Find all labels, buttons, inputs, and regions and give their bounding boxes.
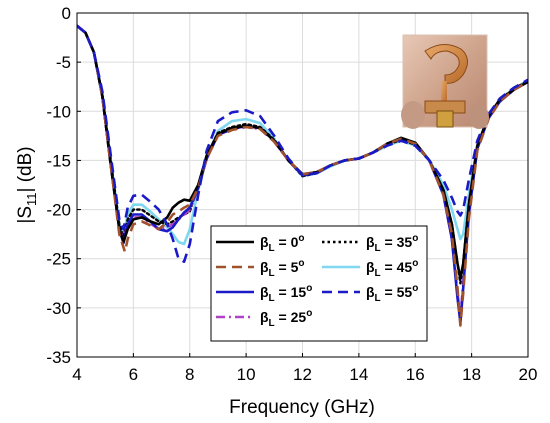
series-line-5 [77,24,528,327]
legend: βL = 0o βL = 5o βL = 15o βL = 25o βL = 35o βL… [210,225,428,342]
y-axis-label-post: | (dB) [15,146,36,192]
x-tick-label: 18 [462,365,481,384]
legend-label-5: βL = 5o [260,258,305,279]
y-axis-label-pre: |S [15,206,36,224]
y-tick-label: -10 [46,102,71,121]
y-tick-label: -15 [46,151,71,170]
y-tick-label: -25 [46,250,71,269]
y-tick-label: -35 [46,348,71,367]
x-tick-label: 6 [129,365,138,384]
legend-box [210,225,428,342]
x-tick-label: 8 [185,365,194,384]
x-tick-label: 10 [237,365,256,384]
series-lines [77,24,528,327]
legend-label-15: βL = 15o [260,283,312,304]
y-axis-label: |S11| (dB) [15,146,39,223]
antenna-photo-inset [401,34,489,129]
legend-label-25: βL = 25o [260,308,312,329]
x-axis-label: Frequency (GHz) [229,397,375,418]
series-line-55 [77,24,528,263]
y-tick-label: -5 [56,53,71,72]
y-tick-label: -30 [46,299,71,318]
x-tick-label: 4 [72,365,81,384]
legend-label-55: βL = 55o [366,283,418,304]
series-line-0 [77,24,528,280]
x-tick-label: 16 [406,365,425,384]
y-tick-label: 0 [62,4,71,23]
legend-label-0: βL = 0o [260,233,305,254]
axis-ticks: 4 6 8 10 12 14 16 18 20 0 -5 -10 -15 -20 -25 -30 -35 [46,4,537,384]
x-tick-label: 20 [519,365,538,384]
legend-label-45: βL = 45o [366,258,418,279]
x-tick-label: 14 [349,365,368,384]
series-line-45 [77,24,528,246]
y-axis-label-sub: 11 [24,193,39,207]
y-tick-label: -20 [46,201,71,220]
legend-label-35: βL = 35o [366,233,418,254]
x-tick-label: 12 [293,365,312,384]
